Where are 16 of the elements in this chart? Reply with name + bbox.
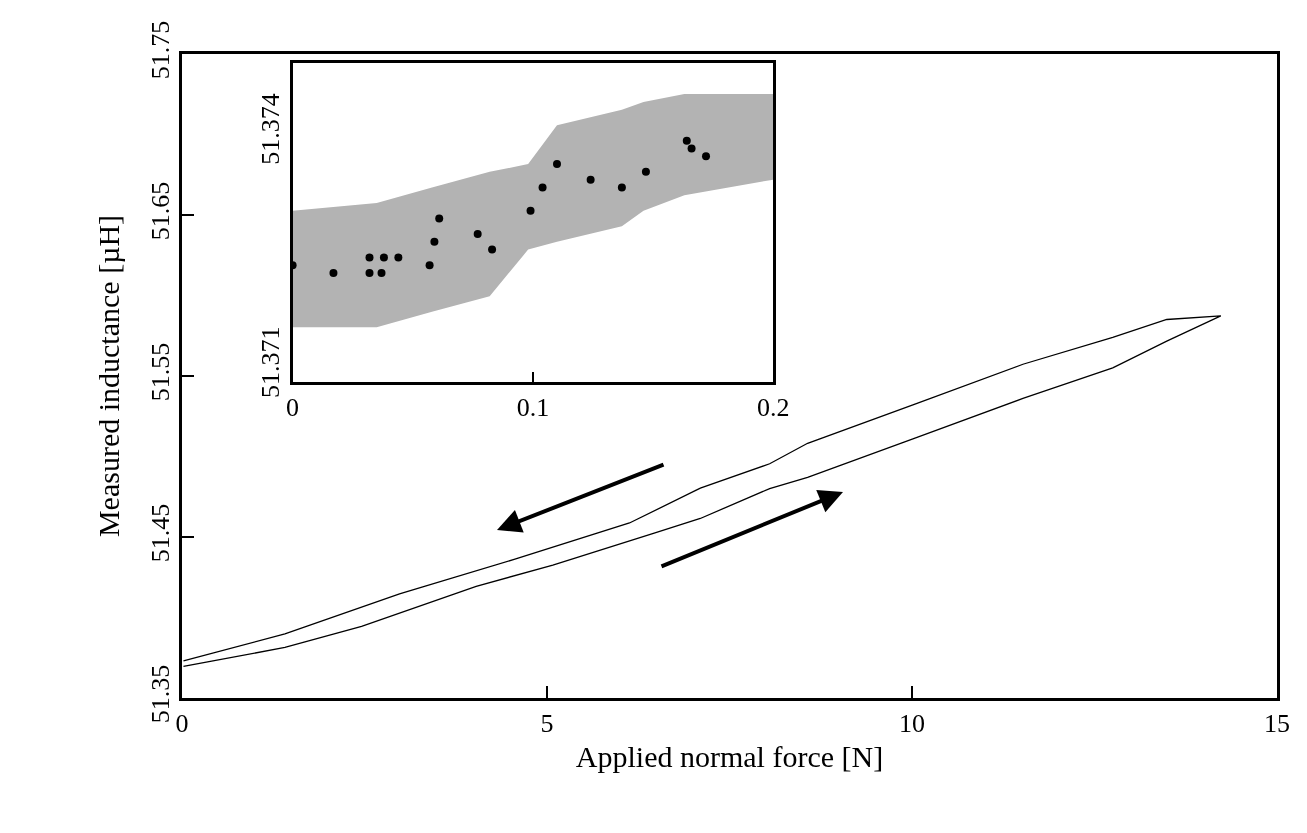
y-tick-label: 51.45: [145, 503, 175, 563]
x-tick-label: 10: [899, 708, 925, 738]
y-axis-title: Measured inductance [µH]: [91, 214, 125, 538]
x-axis-title: Applied normal force [N]: [575, 740, 884, 774]
y-tick-label: 51.374: [256, 93, 286, 165]
x-tick-label: 5: [540, 708, 554, 738]
y-tick-label: 51.371: [256, 326, 286, 399]
x-tick-label: 15: [1264, 708, 1290, 738]
y-tick-label: 51.55: [145, 342, 175, 402]
x-tick-label: 0.1: [516, 392, 550, 422]
y-tick-label: 51.35: [145, 664, 175, 724]
x-tick-label: 0.2: [757, 392, 790, 422]
y-tick-label: 51.65: [145, 181, 175, 241]
x-tick-label: 0: [286, 392, 300, 422]
y-tick-label: 51.75: [145, 20, 175, 80]
x-tick-label: 0: [175, 708, 189, 738]
